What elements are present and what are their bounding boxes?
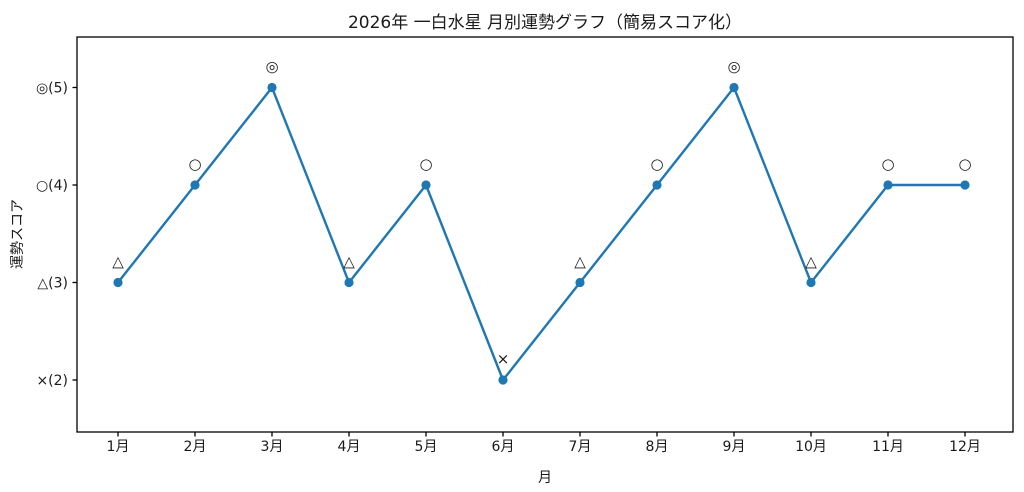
y-tick-label: △(3) [37,276,68,292]
y-axis-label: 運勢スコア [10,199,26,269]
point-annotation-symbol: ○ [958,155,971,173]
fortune-line-series [113,82,970,385]
axes-frame [76,36,1014,433]
x-tick-label: 4月 [338,439,361,455]
point-annotation-symbol: △ [112,253,124,271]
data-point [652,180,662,190]
point-annotation-symbol: ○ [419,155,432,173]
data-point [421,180,431,190]
axes-spines [76,36,1014,433]
data-point [113,277,123,288]
x-tick-label: 10月 [795,439,827,455]
data-point [344,277,354,288]
data-point [575,277,585,288]
x-axis-ticks: 1月 2月 3月 4月 5月 6月 7月 8月 9月 10月 11月 12月 [107,432,981,455]
x-tick-label: 8月 [646,439,669,455]
x-tick-label: 6月 [492,439,515,455]
x-axis-label: 月 [538,470,552,486]
x-tick-label: 11月 [872,439,904,455]
data-point [498,375,508,385]
point-annotation-symbol: ◎ [727,58,740,76]
x-tick-label: 1月 [107,439,130,455]
point-annotation-symbol: ○ [650,155,663,173]
y-tick-label: ×(2) [36,373,68,389]
data-point [729,82,739,93]
point-annotation-symbol: ○ [188,155,201,173]
x-tick-label: 12月 [949,439,981,455]
point-annotations: △ ○ ◎ △ ○ × △ ○ ◎ △ ○ ○ [112,58,971,369]
series-line [116,86,967,382]
x-tick-label: 7月 [569,439,592,455]
point-annotation-symbol: △ [574,253,586,271]
point-annotation-symbol: △ [805,253,817,271]
point-annotation-symbol: △ [343,253,355,271]
data-point [960,180,970,190]
y-tick-label: ○(4) [36,178,68,194]
x-tick-label: 9月 [723,439,746,455]
point-annotation-symbol: ○ [881,155,894,173]
point-annotation-symbol: × [497,350,510,368]
chart-title: 2026年 一白水星 月別運勢グラフ（簡易スコア化） [348,13,742,33]
x-tick-label: 2月 [184,439,207,455]
point-annotation-symbol: ◎ [265,58,278,76]
data-point [190,180,200,190]
data-point [806,277,816,288]
x-tick-label: 5月 [415,439,438,455]
data-point [267,82,277,93]
y-axis-ticks: ×(2) △(3) ○(4) ◎(5) [36,81,77,389]
y-tick-label: ◎(5) [36,81,68,97]
data-point [883,180,893,190]
x-tick-label: 3月 [261,439,284,455]
